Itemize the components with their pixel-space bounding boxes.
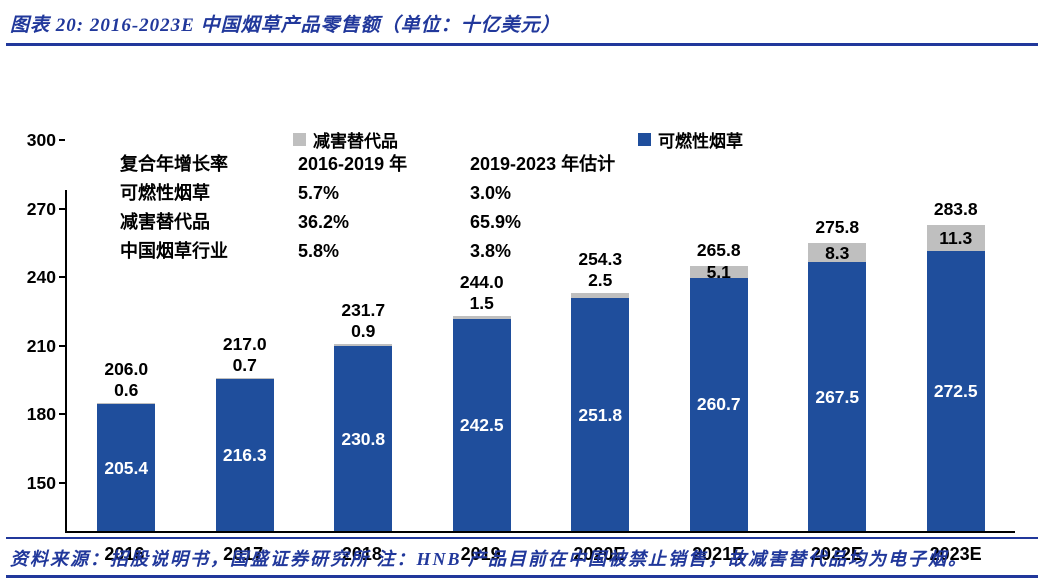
y-tick-label-210: 210	[26, 335, 56, 356]
cagr-cell-1-1: 5.7%	[298, 183, 340, 203]
bar-value-total: 283.8	[933, 199, 978, 220]
bar-segment-combustible	[452, 319, 511, 531]
bar-value-combustible: 216.3	[222, 445, 267, 466]
legend-label-combustible: 可燃性烟草	[658, 132, 743, 151]
chart: 减害替代品 可燃性烟草 复合年增长率 2016-2019 年 2019-2023 年…	[0, 50, 1044, 564]
cagr-cell-1-2: 3.0%	[470, 183, 512, 203]
cagr-cell-3-1: 5.8%	[298, 241, 340, 261]
cagr-cell-3-2: 3.8%	[470, 241, 512, 261]
y-tick-label-150: 150	[26, 473, 56, 493]
bar-segment-combustible	[571, 298, 630, 531]
cagr-cell-1-0: 可燃性烟草	[120, 183, 210, 203]
bar-value-total: 244.0	[459, 272, 504, 293]
bar-value-total: 275.8	[815, 217, 860, 238]
source-note: 资料来源：招股说明书，国盛证券研究所 注：HNB 产品目前在中国被禁止销售，故减…	[10, 549, 969, 569]
bar-segment-substitute	[334, 344, 393, 347]
bar-value-substitute: 11.3	[939, 227, 973, 248]
bar-value-total: 231.7	[341, 300, 386, 321]
bar-value-combustible: 267.5	[815, 386, 860, 407]
cagr-cell-2-2: 65.9%	[470, 212, 522, 232]
x-tick-label-2020E: 2020E	[573, 544, 626, 564]
bar-segment-combustible	[215, 379, 274, 531]
x-tick-label-2016: 2016	[104, 544, 145, 564]
bar-value-substitute: 0.7	[232, 354, 257, 375]
y-tick-mark	[59, 413, 65, 416]
footer-divider-top	[6, 537, 1038, 539]
bar-segment-substitute	[215, 377, 274, 380]
x-tick-label-2023E: 2023E	[929, 544, 982, 564]
bar-segment-combustible	[808, 262, 867, 531]
x-tick-label-2017: 2017	[223, 544, 264, 564]
y-tick-label-270: 270	[26, 198, 56, 219]
cagr-cell-0-1: 2016-2019 年	[298, 154, 408, 174]
legend-item-combustible: 可燃性烟草	[638, 127, 743, 152]
bar-group-2023E: 272.5 11.3 283.8	[897, 190, 1016, 531]
cagr-cell-0-0: 复合年增长率	[120, 154, 228, 174]
cagr-cell-2-1: 36.2%	[298, 212, 350, 232]
bar-value-substitute: 1.5	[469, 293, 494, 314]
bar-segment-combustible	[97, 404, 156, 531]
cagr-cell-0-2: 2019-2023 年估计	[470, 154, 616, 174]
bar-value-total: 217.0	[222, 333, 267, 354]
bar-group-2022E: 267.5 8.3 275.8	[778, 190, 897, 531]
bar-segment-substitute	[926, 225, 985, 251]
bar-value-substitute: 5.1	[706, 262, 731, 283]
y-tick-label-240: 240	[26, 267, 56, 288]
x-axis-labels: 2016 2017 2018 2019 2020E 2021E 2022E 2023E	[65, 544, 1015, 565]
cagr-table: 复合年增长率 2016-2019 年 2019-2023 年估计可燃性烟草 5.7% 3…	[120, 154, 615, 262]
y-tick-mark	[59, 482, 65, 484]
footer-divider-bottom	[6, 575, 1038, 578]
figure-title: 图表 20: 2016-2023E 中国烟草产品零售额（单位：十亿美元）	[10, 15, 561, 36]
y-tick-mark	[59, 139, 65, 141]
bar-value-substitute: 0.9	[351, 321, 376, 342]
bar-segment-combustible	[334, 346, 393, 531]
bar-value-total: 254.3	[578, 248, 623, 269]
bar-segment-substitute	[571, 292, 630, 299]
bar-value-total: 265.8	[696, 240, 741, 261]
bar-group-2016: 205.4 0.6 206.0	[67, 190, 186, 531]
legend-swatch-combustible	[638, 133, 651, 146]
y-tick-mark	[59, 207, 65, 210]
y-tick-label-180: 180	[26, 404, 56, 425]
bar-group-2020E: 251.8 2.5 254.3	[541, 190, 660, 531]
x-tick-label-2022E: 2022E	[810, 544, 863, 564]
x-tick-label-2018: 2018	[341, 544, 382, 564]
bar-value-combustible: 260.7	[696, 394, 741, 415]
bar-group-2021E: 260.7 5.1 265.8	[660, 190, 779, 531]
bar-value-substitute: 0.6	[114, 379, 139, 400]
bar-value-combustible: 242.5	[459, 415, 504, 436]
bar-segment-substitute	[689, 266, 748, 278]
legend-label-substitute: 减害替代品	[313, 132, 398, 151]
bar-value-combustible: 230.8	[341, 428, 386, 449]
cagr-cell-3-0: 中国烟草行业	[120, 241, 228, 261]
bar-segment-substitute	[808, 243, 867, 263]
bar-value-substitute: 8.3	[825, 242, 850, 263]
header-divider	[6, 43, 1038, 46]
bar-value-combustible: 272.5	[933, 380, 978, 401]
bar-value-combustible: 251.8	[578, 404, 623, 425]
bar-segment-combustible	[926, 250, 985, 531]
y-tick-mark	[59, 276, 65, 279]
legend-item-substitute: 减害替代品	[293, 127, 398, 152]
bar-group-2017: 216.3 0.7 217.0	[186, 190, 305, 531]
bar-segment-substitute	[452, 316, 511, 320]
bar-value-combustible: 205.4	[104, 457, 149, 478]
bar-group-2018: 230.8 0.9 231.7	[304, 190, 423, 531]
plot-area: 205.4 0.6 206.0 216.3 0.7 217.0 230.8 0.9 231.7 2…	[65, 190, 1015, 533]
cagr-cell-2-0: 减害替代品	[120, 212, 210, 232]
legend-swatch-substitute	[293, 133, 306, 146]
bar-segment-combustible	[689, 277, 748, 531]
y-tick-label-300: 300	[26, 130, 56, 150]
bar-segment-substitute	[97, 402, 156, 405]
bar-value-substitute: 2.5	[588, 269, 613, 290]
y-tick-mark	[59, 344, 65, 347]
bar-group-2019: 242.5 1.5 244.0	[423, 190, 542, 531]
x-tick-label-2019: 2019	[460, 544, 501, 564]
bar-value-total: 206.0	[104, 358, 149, 379]
x-tick-label-2021E: 2021E	[692, 544, 745, 564]
